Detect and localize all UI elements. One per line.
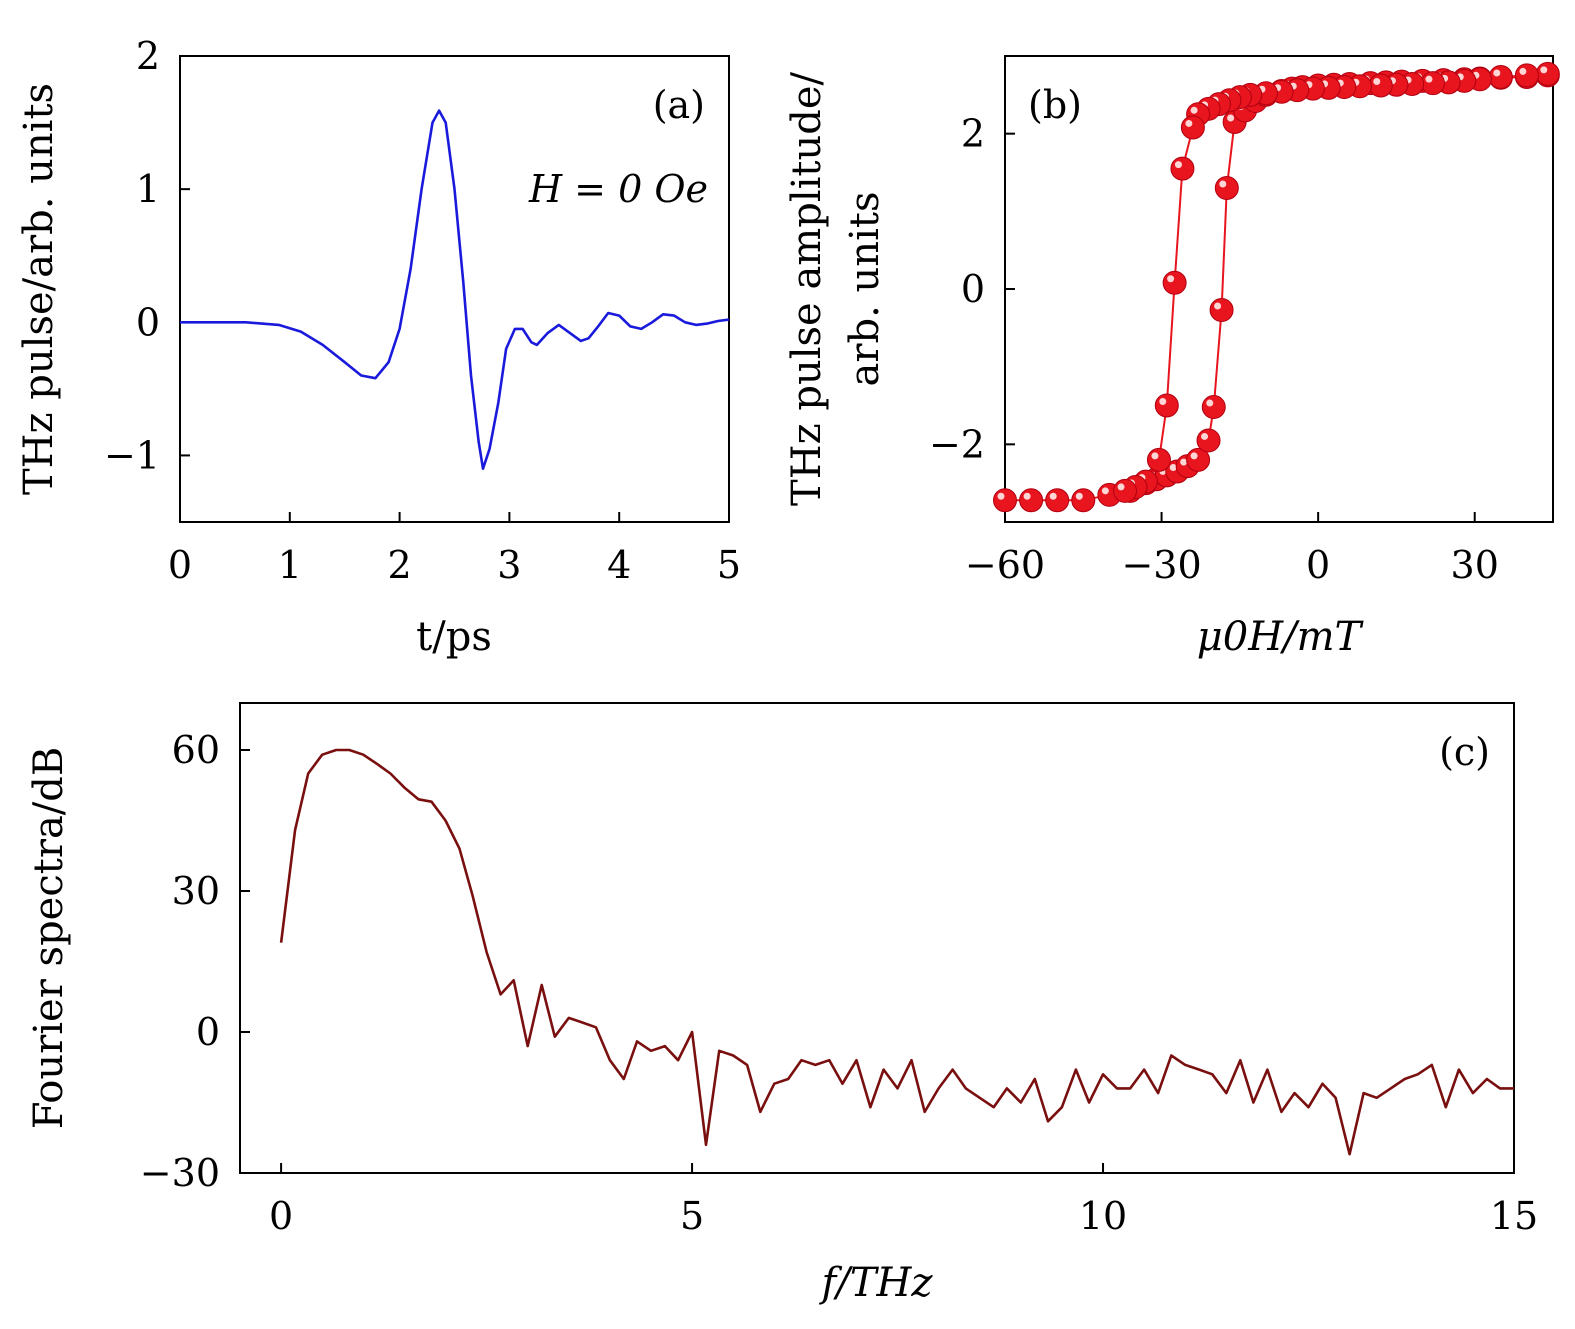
panel-a-ytick-label: −1 xyxy=(104,433,160,477)
panel-b-data-point-highlight xyxy=(1049,492,1057,500)
panel-b-data-point-highlight xyxy=(1169,464,1177,472)
panel-b-xlabel: μ0H/mT xyxy=(1197,614,1365,660)
panel-a-xtick-label: 5 xyxy=(717,543,741,587)
panel-b-data-point-highlight xyxy=(1540,66,1548,74)
panel-b-data-point-highlight xyxy=(1493,69,1501,77)
panel-c-frame xyxy=(239,702,1515,1174)
panel-b-data-point xyxy=(1420,71,1445,96)
panel-b-data-point xyxy=(1071,488,1096,513)
panel-b-series xyxy=(993,61,1560,513)
panel-b-data-point-highlight xyxy=(1151,452,1159,460)
panel-b-data-point-highlight xyxy=(1373,78,1381,86)
panel-b-data-point xyxy=(1019,488,1044,513)
panel-a-chart: 0 1 2 3 4 5 −1 0 1 2 (a) H = 0 Oe t/ps THz pulse/… xyxy=(16,34,741,660)
panel-a-frame xyxy=(179,55,730,523)
panel-c-chart: 0 5 10 15 −30 0 30 60 (c) f/THz Fourier spectra… xyxy=(26,702,1538,1306)
panel-c-ytick-label: 60 xyxy=(172,728,220,772)
panel-c-ytick-label: 0 xyxy=(196,1010,220,1054)
panel-c-series-line xyxy=(279,748,1514,1156)
panel-a-annotation: H = 0 Oe xyxy=(528,167,708,211)
panel-b-data-point-highlight xyxy=(1075,492,1083,500)
panel-a-xtick-label: 4 xyxy=(607,543,631,587)
panel-b-label: (b) xyxy=(1028,83,1082,127)
panel-b-data-point-highlight xyxy=(1101,487,1109,495)
panel-b-data-point xyxy=(1146,447,1171,472)
panel-c-xtick-label: 10 xyxy=(1079,1194,1127,1238)
panel-b-data-point xyxy=(1180,115,1205,140)
panel-b-data-point-highlight xyxy=(1201,432,1209,440)
panel-a-xlabel: t/ps xyxy=(416,614,492,660)
panel-b-data-point xyxy=(1535,61,1560,86)
panel-b-data-point-highlight xyxy=(1219,180,1227,188)
panel-b-ylabel-line1: THz pulse amplitude/ xyxy=(784,71,830,506)
panel-b-data-point-highlight xyxy=(1185,119,1193,127)
panel-b-data-point xyxy=(1201,395,1226,420)
panel-c-xtick-label: 0 xyxy=(269,1194,293,1238)
panel-a-series-line xyxy=(180,109,730,471)
panel-b-data-point-highlight xyxy=(1190,452,1198,460)
panel-b-ticks: −60 −30 0 30 −2 0 2 xyxy=(929,112,1499,587)
panel-b-data-point xyxy=(1170,156,1195,181)
panel-b-data-point-highlight xyxy=(1023,492,1031,500)
panel-b-data-point-highlight xyxy=(1174,161,1182,169)
panel-b-data-point-highlight xyxy=(1206,399,1214,407)
panel-b-ytick-label: 0 xyxy=(961,267,985,311)
panel-a-ticks: 0 1 2 3 4 5 −1 0 1 2 xyxy=(104,34,741,587)
panel-b-data-point-highlight xyxy=(1214,302,1222,310)
panel-c-series xyxy=(279,748,1514,1156)
panel-a-ylabel: THz pulse/arb. units xyxy=(16,83,62,495)
panel-b-data-point-highlight xyxy=(1519,67,1527,75)
panel-c-ticks: 0 5 10 15 −30 0 30 60 xyxy=(140,728,1538,1238)
panel-b-data-point xyxy=(1113,478,1138,503)
panel-b-data-point-highlight xyxy=(1159,398,1167,405)
panel-b-data-point xyxy=(993,488,1017,513)
panel-a-xtick-label: 0 xyxy=(168,543,192,587)
panel-c-xtick-label: 15 xyxy=(1490,1194,1538,1238)
panel-c-xlabel: f/THz xyxy=(819,1260,934,1306)
panel-c-ytick-label: 30 xyxy=(172,869,220,913)
panel-b-data-point-highlight xyxy=(1180,458,1188,466)
panel-b-ytick-label: −2 xyxy=(929,422,985,466)
panel-c-xtick-label: 5 xyxy=(680,1194,704,1238)
panel-b-ylabel-line2: arb. units xyxy=(842,192,888,387)
panel-b-chart: −60 −30 0 30 −2 0 2 (b) μ0H/mT THz pulse ampli… xyxy=(784,55,1560,660)
panel-a-ytick-label: 2 xyxy=(136,34,160,78)
panel-b-xtick-label: 0 xyxy=(1306,543,1330,587)
panel-b-data-point xyxy=(1196,428,1221,453)
panel-b-data-point-highlight xyxy=(1425,75,1433,83)
panel-b-xtick-label: −30 xyxy=(1121,543,1201,587)
panel-b-data-point xyxy=(1162,270,1187,295)
panel-b-data-point xyxy=(1154,393,1179,418)
panel-b-data-point xyxy=(1514,63,1539,88)
panel-b-xtick-label: −60 xyxy=(965,543,1045,587)
panel-b-ytick-label: 2 xyxy=(961,112,985,156)
panel-c-ylabel: Fourier spectra/dB xyxy=(26,747,72,1130)
panel-b-data-point xyxy=(1368,73,1393,98)
panel-c-label: (c) xyxy=(1439,730,1490,774)
panel-b-data-point xyxy=(1209,297,1234,322)
panel-b-data-point-highlight xyxy=(1190,106,1198,114)
panel-a-xtick-label: 1 xyxy=(278,543,302,587)
panel-b-xtick-label: 30 xyxy=(1451,543,1499,587)
panel-b-data-point-highlight xyxy=(997,492,1005,500)
panel-b-frame xyxy=(1004,55,1554,523)
panel-b-data-point-highlight xyxy=(1117,483,1125,491)
panel-a-xtick-label: 2 xyxy=(388,543,412,587)
panel-a-ytick-label: 1 xyxy=(136,167,160,211)
panel-b-data-point xyxy=(1214,176,1239,201)
panel-a-label: (a) xyxy=(653,83,705,127)
panel-a-ytick-label: 0 xyxy=(136,300,160,344)
panel-b-data-point xyxy=(1045,488,1070,513)
panel-a-xtick-label: 3 xyxy=(497,543,521,587)
panel-c-ytick-label: −30 xyxy=(140,1151,220,1195)
panel-a-series xyxy=(180,109,730,471)
panel-b-data-point xyxy=(1488,64,1513,89)
panel-b-data-point-highlight xyxy=(1227,114,1235,122)
panel-b-data-point-highlight xyxy=(1167,275,1175,283)
panel-b-series-line xyxy=(1005,74,1548,502)
